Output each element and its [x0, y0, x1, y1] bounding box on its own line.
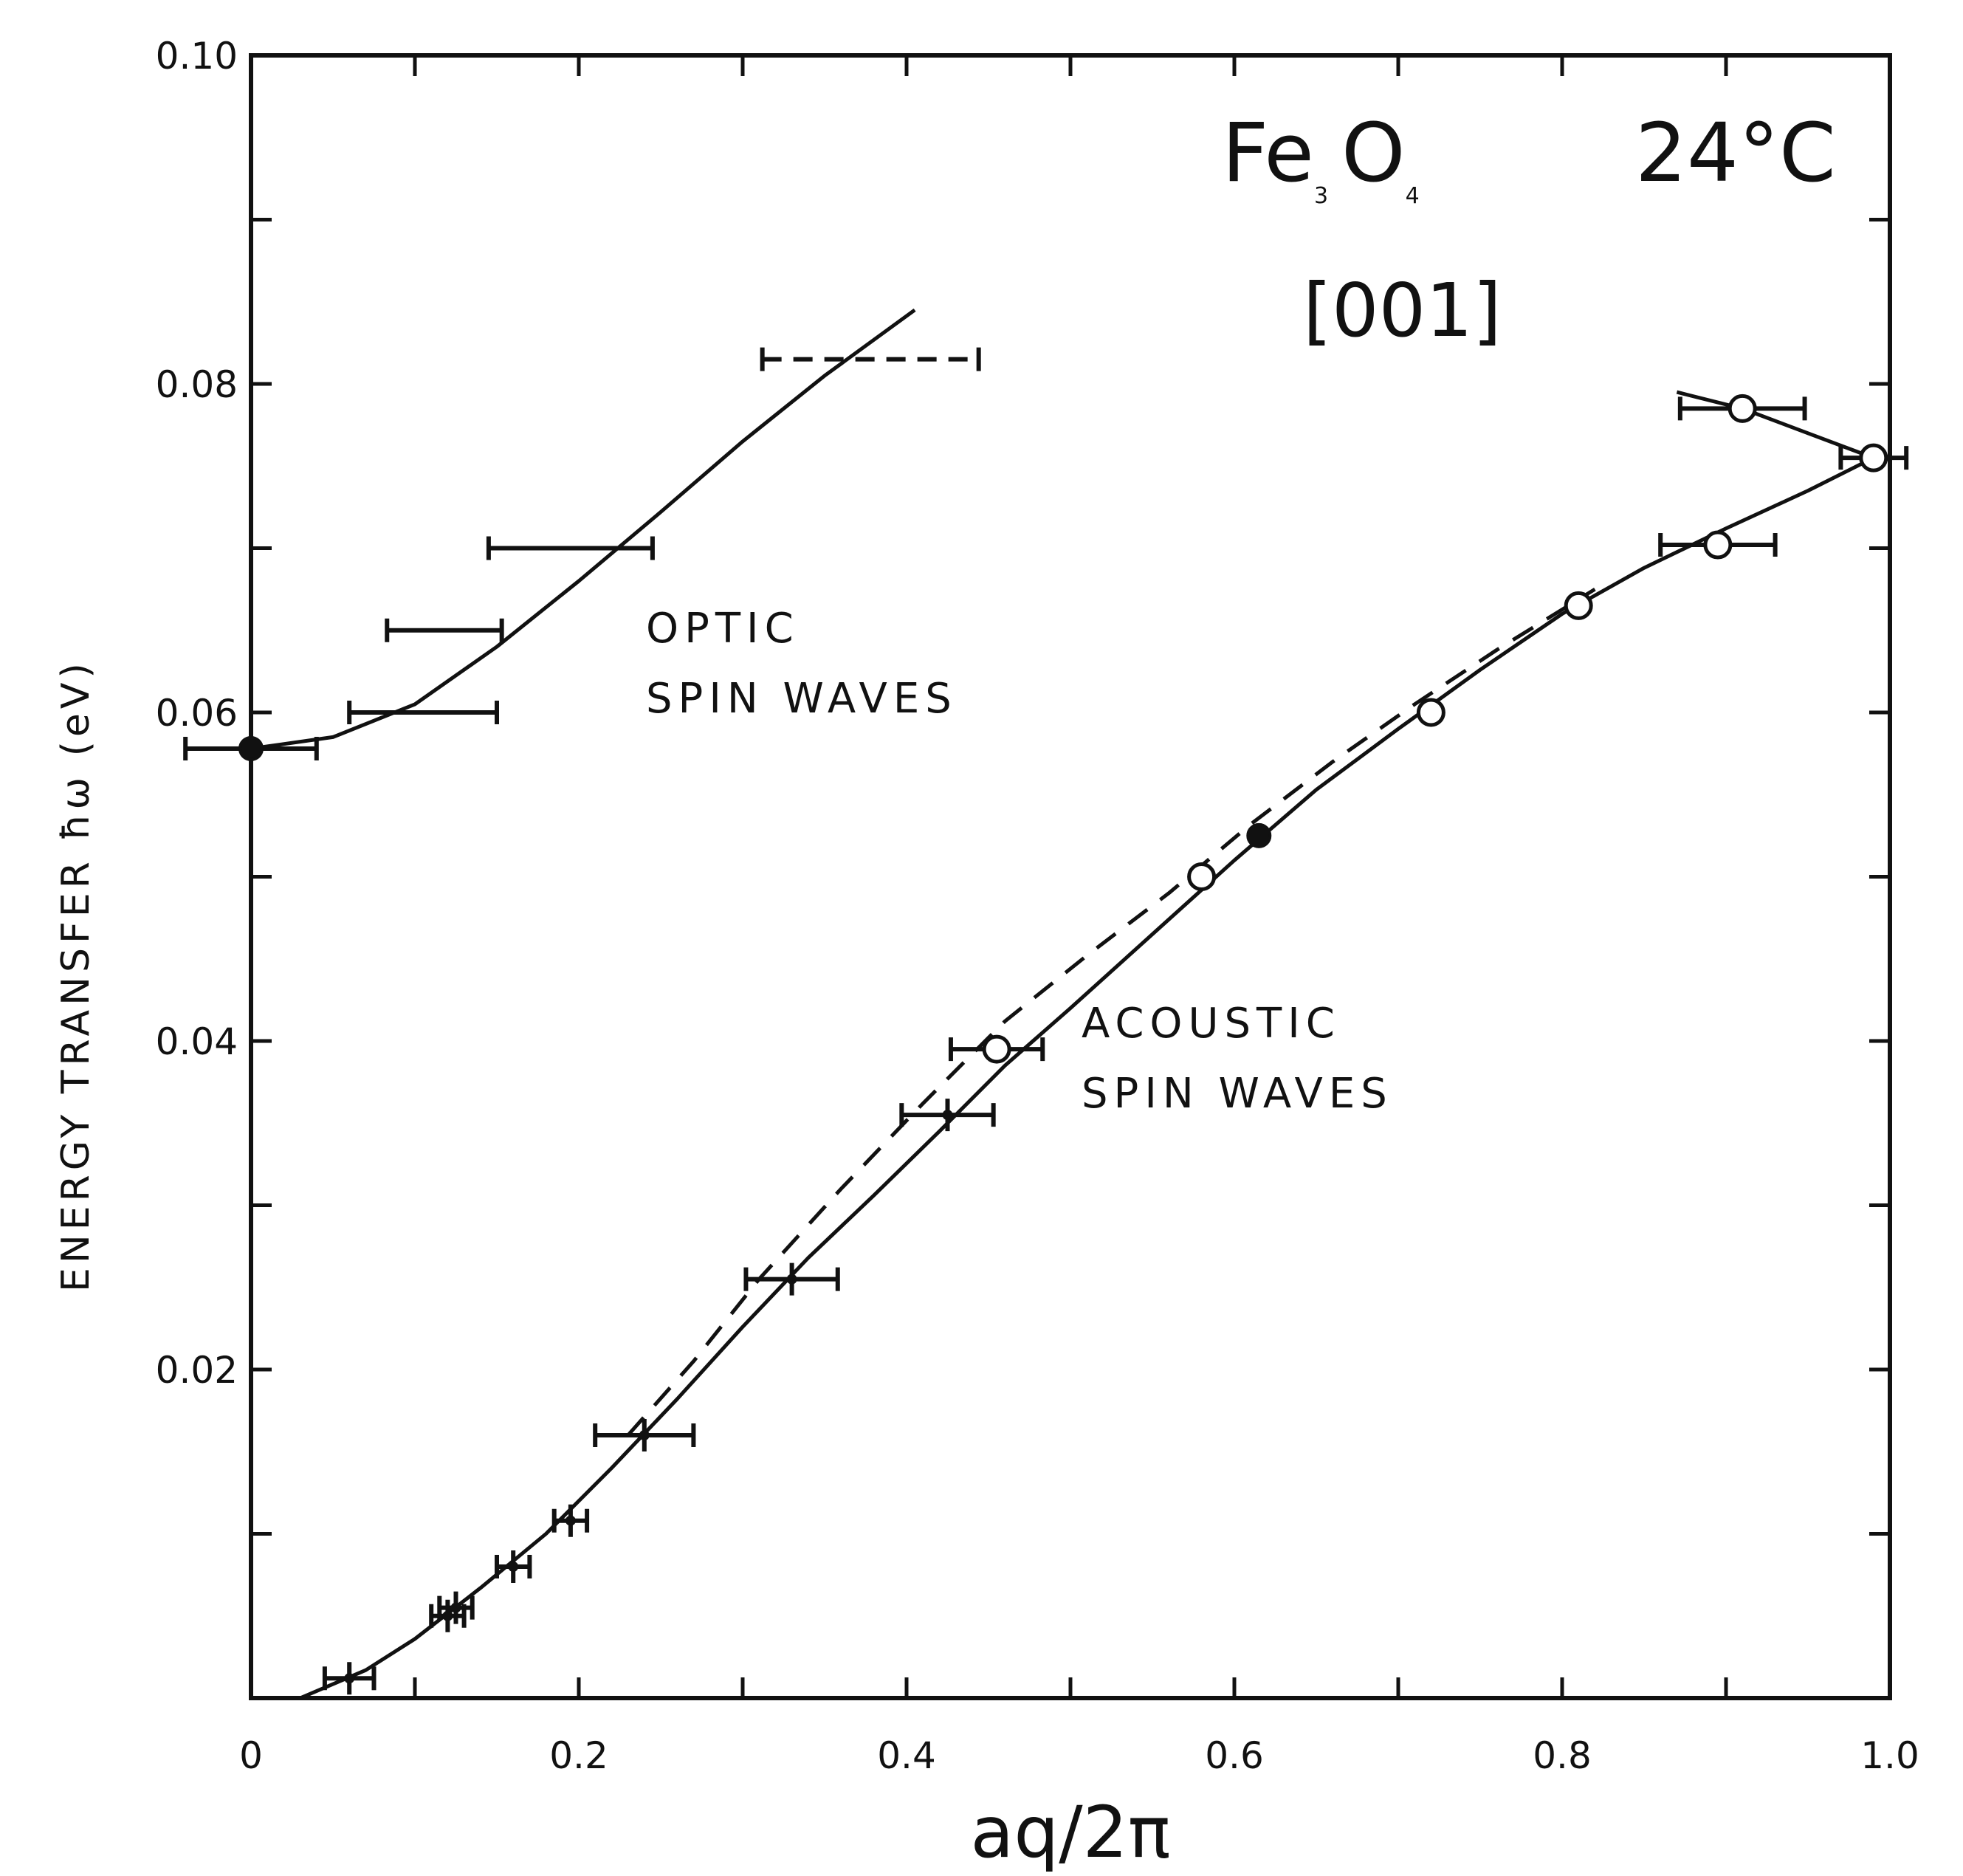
plot-frame: [249, 53, 1892, 1700]
acoustic-data-marker-5: [639, 1430, 650, 1440]
acoustic-data-point-2: [437, 1591, 475, 1624]
acoustic-data-marker-15: [1859, 443, 1888, 473]
optic-label-line2: SPIN WAVES: [646, 675, 958, 723]
acoustic-data-point-6: [743, 1262, 840, 1296]
acoustic-data-point-0: [322, 1662, 377, 1695]
axis-tick-labels: 0 0.2 0.4 0.6 0.8 1.0 0.02 0.04 0.06 0.08 0.10: [156, 35, 1919, 1777]
acoustic-data-marker-6: [786, 1274, 797, 1285]
acoustic-data-marker-9: [1187, 862, 1217, 891]
acoustic-data-point-13: [1658, 530, 1778, 560]
acoustic-label-line1: ACOUSTIC: [1082, 1000, 1341, 1048]
acoustic-label-line2: SPIN WAVES: [1082, 1070, 1393, 1118]
acoustic-data-marker-2: [450, 1602, 461, 1613]
optic-data-marker-0: [238, 735, 264, 761]
acoustic-data-point-14: [1677, 394, 1807, 423]
x-axis-label: aq/2π: [971, 1791, 1171, 1874]
acoustic-data-marker-8: [982, 1034, 1011, 1064]
x-tick-label-1: 0.2: [549, 1734, 608, 1777]
acoustic-data-point-11: [1416, 698, 1445, 727]
acoustic-data-point-10: [1246, 822, 1272, 848]
axis-ticks: [249, 53, 1892, 1700]
fitted-curves: [250, 308, 1874, 1700]
x-tick-label-5: 1.0: [1860, 1734, 1919, 1777]
optic-data-point-0: [183, 735, 319, 761]
chart-temperature: 24°C: [1635, 106, 1836, 200]
x-tick-label-4: 0.8: [1533, 1734, 1592, 1777]
acoustic-data-marker-0: [344, 1673, 355, 1684]
acoustic-data-point-5: [593, 1419, 696, 1451]
formula-element-oxygen: O: [1341, 106, 1406, 200]
y-tick-label-1: 0.04: [156, 1020, 238, 1063]
chart-direction: [001]: [1303, 267, 1502, 354]
optic-data-point-4: [760, 347, 981, 371]
formula-element-iron: Fe: [1222, 106, 1314, 200]
acoustic-data-marker-14: [1727, 394, 1757, 423]
acoustic-data-point-12: [1564, 591, 1593, 620]
optic-data-point-1: [347, 701, 499, 724]
y-tick-label-0: 0.02: [156, 1349, 238, 1392]
x-tick-label-0: 0: [239, 1734, 263, 1777]
acoustic-data-marker-13: [1703, 530, 1733, 560]
acoustic-data-point-1: [429, 1599, 467, 1632]
acoustic-data-point-15: [1838, 443, 1909, 473]
acoustic-data-marker-7: [942, 1110, 953, 1121]
optic-data-point-3: [486, 536, 655, 560]
upper-branch-curve: [1676, 390, 1874, 460]
acoustic-data-point-7: [899, 1099, 996, 1132]
acoustic-data-marker-10: [1246, 822, 1272, 848]
acoustic-data-marker-4: [565, 1515, 576, 1526]
formula-subscript-4: 4: [1406, 183, 1420, 209]
y-tick-label-2: 0.06: [156, 692, 238, 735]
acoustic-data-marker-3: [508, 1561, 519, 1572]
acoustic-data-marker-12: [1564, 591, 1593, 620]
y-tick-label-3: 0.08: [156, 363, 238, 406]
acoustic-data-marker-11: [1416, 698, 1445, 727]
x-tick-label-3: 0.6: [1205, 1734, 1264, 1777]
data-points: [183, 347, 1909, 1695]
acoustic-data-point-8: [948, 1034, 1045, 1064]
optic-label-line1: OPTIC: [646, 605, 800, 653]
y-tick-label-4: 0.10: [156, 35, 238, 78]
optic-curve: [250, 308, 916, 751]
y-axis-label: ENERGY TRANSFER ħω (eV): [54, 659, 98, 1292]
acoustic-data-point-4: [551, 1504, 590, 1537]
acoustic-data-marker-1: [442, 1610, 453, 1621]
formula-subscript-3: 3: [1314, 183, 1328, 209]
chart-title: Fe3 O4 24°C [001]: [1222, 106, 1836, 354]
optic-data-point-2: [385, 618, 504, 642]
acoustic-data-point-9: [1187, 862, 1217, 891]
acoustic-data-point-3: [495, 1550, 532, 1583]
x-tick-label-2: 0.4: [877, 1734, 936, 1777]
